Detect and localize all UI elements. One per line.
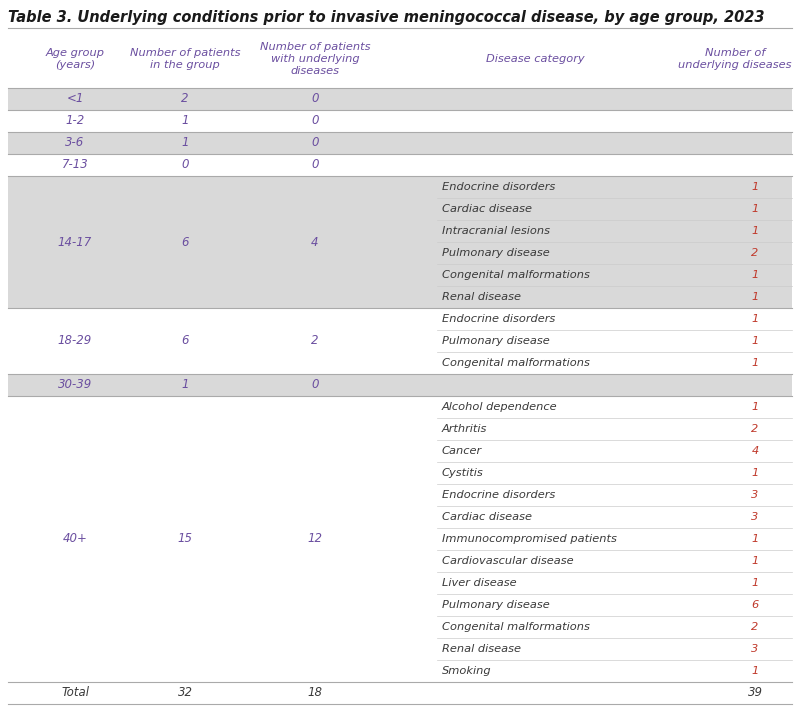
Text: 1: 1 — [751, 358, 758, 368]
Text: 40+: 40+ — [62, 533, 87, 545]
Text: 12: 12 — [307, 533, 322, 545]
Text: Cardiac disease: Cardiac disease — [442, 512, 532, 522]
Text: 39: 39 — [747, 687, 762, 699]
Text: 1: 1 — [182, 115, 189, 128]
Text: 2: 2 — [751, 248, 758, 258]
Text: 1: 1 — [751, 534, 758, 544]
Text: 14-17: 14-17 — [58, 235, 92, 249]
Text: 3-6: 3-6 — [66, 136, 85, 150]
Text: 1: 1 — [751, 402, 758, 412]
Text: 1: 1 — [751, 292, 758, 302]
Text: Congenital malformations: Congenital malformations — [442, 270, 590, 280]
Text: 18: 18 — [307, 687, 322, 699]
Text: 15: 15 — [178, 533, 193, 545]
Text: 0: 0 — [311, 93, 318, 106]
Text: Renal disease: Renal disease — [442, 292, 521, 302]
Text: 1: 1 — [751, 578, 758, 588]
Text: Total: Total — [61, 687, 89, 699]
Text: Endocrine disorders: Endocrine disorders — [442, 490, 555, 500]
Text: Table 3. Underlying conditions prior to invasive meningococcal disease, by age g: Table 3. Underlying conditions prior to … — [8, 10, 765, 25]
Text: 3: 3 — [751, 644, 758, 654]
Text: 2: 2 — [751, 424, 758, 434]
Text: 7-13: 7-13 — [62, 158, 88, 172]
Bar — [8, 308, 792, 374]
Text: 1: 1 — [751, 270, 758, 280]
Text: <1: <1 — [66, 93, 84, 106]
Bar — [8, 132, 792, 154]
Text: 4: 4 — [751, 446, 758, 456]
Text: 6: 6 — [182, 334, 189, 347]
Text: 2: 2 — [182, 93, 189, 106]
Text: Renal disease: Renal disease — [442, 644, 521, 654]
Text: 6: 6 — [182, 235, 189, 249]
Bar — [8, 176, 792, 308]
Text: 0: 0 — [311, 379, 318, 391]
Text: Disease category: Disease category — [486, 54, 584, 64]
Text: 1: 1 — [751, 314, 758, 324]
Text: Cardiac disease: Cardiac disease — [442, 204, 532, 214]
Text: Liver disease: Liver disease — [442, 578, 517, 588]
Text: 0: 0 — [311, 136, 318, 150]
Text: Congenital malformations: Congenital malformations — [442, 358, 590, 368]
Text: Cancer: Cancer — [442, 446, 482, 456]
Bar — [8, 682, 792, 704]
Text: Endocrine disorders: Endocrine disorders — [442, 182, 555, 192]
Text: 1: 1 — [751, 182, 758, 192]
Text: 1-2: 1-2 — [66, 115, 85, 128]
Text: Congenital malformations: Congenital malformations — [442, 622, 590, 632]
Text: 1: 1 — [751, 666, 758, 676]
Text: 2: 2 — [751, 622, 758, 632]
Bar — [8, 374, 792, 396]
Text: 4: 4 — [311, 235, 318, 249]
Text: 1: 1 — [751, 226, 758, 236]
Text: 0: 0 — [182, 158, 189, 172]
Text: 1: 1 — [751, 204, 758, 214]
Text: Number of patients
in the group: Number of patients in the group — [130, 48, 240, 70]
Text: Smoking: Smoking — [442, 666, 492, 676]
Bar — [8, 88, 792, 110]
Text: Pulmonary disease: Pulmonary disease — [442, 248, 550, 258]
Text: Pulmonary disease: Pulmonary disease — [442, 336, 550, 346]
Text: 32: 32 — [178, 687, 193, 699]
Text: 1: 1 — [182, 136, 189, 150]
Text: 30-39: 30-39 — [58, 379, 92, 391]
Text: Arthritis: Arthritis — [442, 424, 487, 434]
Text: 0: 0 — [311, 158, 318, 172]
Text: 0: 0 — [311, 115, 318, 128]
Bar — [8, 396, 792, 682]
Text: Pulmonary disease: Pulmonary disease — [442, 600, 550, 610]
Text: 1: 1 — [182, 379, 189, 391]
Text: Endocrine disorders: Endocrine disorders — [442, 314, 555, 324]
Text: Number of patients
with underlying
diseases: Number of patients with underlying disea… — [260, 41, 370, 76]
Text: Immunocompromised patients: Immunocompromised patients — [442, 534, 617, 544]
Text: 6: 6 — [751, 600, 758, 610]
Text: 3: 3 — [751, 490, 758, 500]
Text: 2: 2 — [311, 334, 318, 347]
Bar — [8, 110, 792, 132]
Text: Cystitis: Cystitis — [442, 468, 484, 478]
Text: 1: 1 — [751, 556, 758, 566]
Text: Intracranial lesions: Intracranial lesions — [442, 226, 550, 236]
Text: 1: 1 — [751, 468, 758, 478]
Text: Cardiovascular disease: Cardiovascular disease — [442, 556, 574, 566]
Text: 1: 1 — [751, 336, 758, 346]
Text: Alcohol dependence: Alcohol dependence — [442, 402, 558, 412]
Text: Number of
underlying diseases: Number of underlying diseases — [678, 48, 792, 70]
Bar — [8, 154, 792, 176]
Text: Age group
(years): Age group (years) — [46, 48, 105, 70]
Text: 18-29: 18-29 — [58, 334, 92, 347]
Text: 3: 3 — [751, 512, 758, 522]
